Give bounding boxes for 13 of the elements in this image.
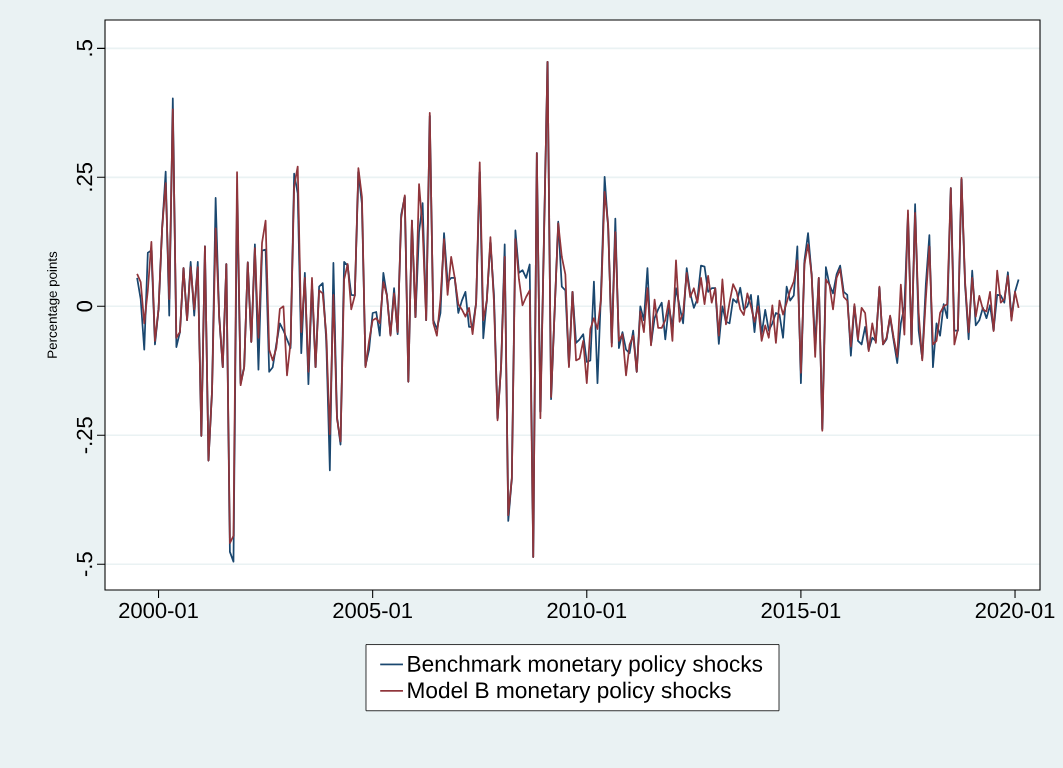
y-tick-label: .25: [76, 162, 93, 191]
y-tick-label: 0: [76, 301, 93, 312]
x-tick-label: 2000-01: [119, 602, 198, 619]
x-tick-label: 2010-01: [547, 602, 627, 619]
x-tick-label: 2015-01: [761, 602, 841, 619]
y-axis-title: Percentage points: [47, 251, 60, 358]
y-tick-label: .5: [76, 40, 93, 56]
y-tick-label: -.25: [76, 417, 93, 454]
y-tick-label: -.5: [76, 552, 93, 577]
x-tick-label: 2005-01: [333, 602, 412, 619]
legend-label: Model B monetary policy shocks: [408, 681, 731, 703]
x-tick-label: 2020-01: [975, 602, 1055, 619]
legend-label: Benchmark monetary policy shocks: [408, 655, 763, 677]
